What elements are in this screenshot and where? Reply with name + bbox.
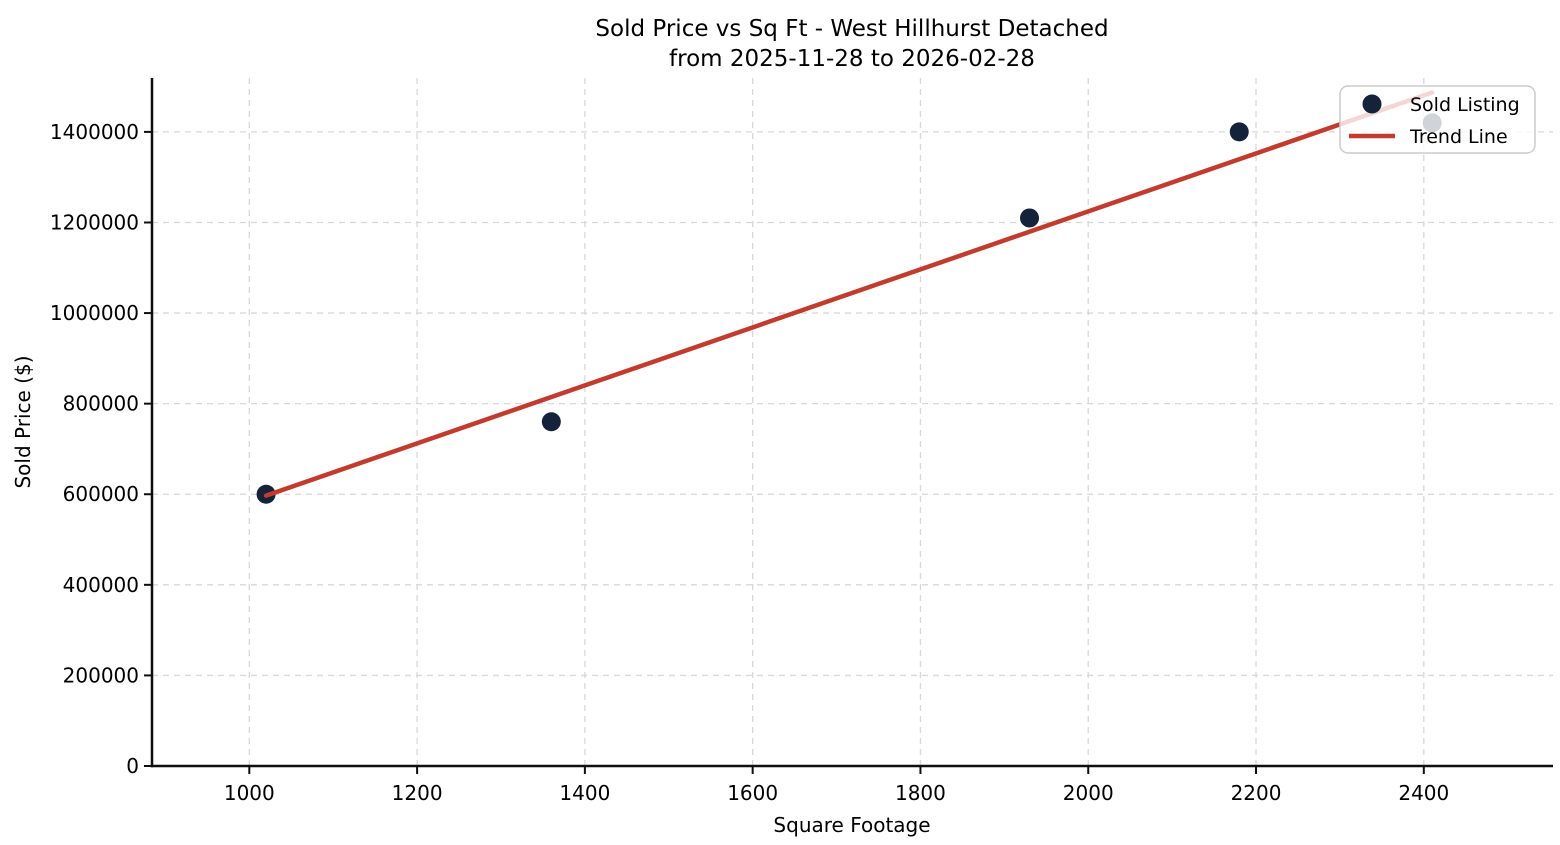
gridlines [152, 78, 1553, 767]
x-axis-label: Square Footage [773, 813, 930, 837]
y-tick-label: 1000000 [50, 301, 139, 325]
x-tick-label: 1000 [224, 781, 275, 805]
y-tick-label: 400000 [63, 573, 139, 597]
sold-listing-point [1020, 208, 1040, 228]
legend-label-trend-line: Trend Line [1409, 126, 1508, 148]
data-series [256, 90, 1442, 504]
x-tick-label: 2200 [1231, 781, 1282, 805]
x-tick-label: 2000 [1063, 781, 1114, 805]
x-tick-label: 1200 [392, 781, 443, 805]
chart-title-line-2: from 2025-11-28 to 2026-02-28 [669, 46, 1035, 72]
chart-title-line-1: Sold Price vs Sq Ft - West Hillhurst Det… [595, 16, 1108, 42]
y-tick-label: 200000 [63, 663, 139, 687]
sold-listing-point [1229, 122, 1249, 142]
y-axis-label: Sold Price ($) [11, 355, 35, 488]
y-tick-label: 1400000 [50, 120, 139, 144]
x-tick-label: 1800 [895, 781, 946, 805]
x-tick-label: 2400 [1398, 781, 1449, 805]
y-tick-label: 800000 [63, 392, 139, 416]
legend-marker-sold-listing-icon [1362, 94, 1382, 114]
legend-label-sold-listing: Sold Listing [1410, 94, 1520, 116]
sold-listing-point [541, 412, 561, 432]
x-tick-label: 1600 [727, 781, 778, 805]
y-tick-label: 1200000 [50, 210, 139, 234]
axis-ticks: 1000 1200 1400 1600 1800 2000 2200 2400 0 200000 4… [50, 120, 1449, 805]
trend-line [263, 90, 1435, 498]
y-tick-label: 600000 [63, 482, 139, 506]
x-tick-label: 1400 [559, 781, 610, 805]
legend: Sold Listing Trend Line [1339, 85, 1536, 154]
y-tick-label: 0 [126, 754, 139, 778]
axes-spines [150, 78, 1553, 768]
